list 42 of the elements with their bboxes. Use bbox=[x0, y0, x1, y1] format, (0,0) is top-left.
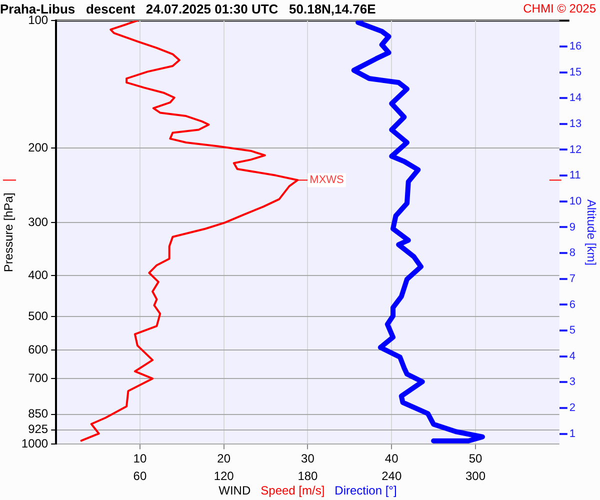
y2-tick-label: 4 bbox=[569, 350, 576, 362]
text: Direction [°] bbox=[334, 483, 397, 498]
x-tick-label: 30 bbox=[301, 452, 315, 466]
y2-tick-label: 5 bbox=[569, 324, 576, 337]
y2-tick-label: 15 bbox=[569, 66, 582, 78]
y-tick-label: 700 bbox=[28, 370, 48, 385]
y-tick-label: 850 bbox=[28, 406, 48, 421]
x2-tick-label: 120 bbox=[214, 469, 234, 484]
y2-tick-label: 14 bbox=[569, 92, 582, 104]
y2-tick-label: 11 bbox=[569, 170, 581, 182]
y-axis-title: Pressure [hPa] bbox=[2, 192, 16, 272]
x-tick-label: 10 bbox=[133, 452, 147, 466]
y2-tick-label: 2 bbox=[569, 402, 576, 414]
y2-tick-label: 9 bbox=[569, 221, 576, 234]
y2-tick-label: 13 bbox=[569, 118, 582, 130]
x-tick-label: 40 bbox=[384, 452, 399, 466]
x-tick-label: 20 bbox=[217, 452, 231, 466]
x2-tick-label: 300 bbox=[465, 469, 486, 484]
x2-tick-label: 180 bbox=[298, 469, 318, 484]
y2-tick-label: 6 bbox=[569, 298, 576, 311]
y2-tick-label: 7 bbox=[569, 272, 576, 285]
x-axis-title: WIND bbox=[218, 483, 251, 498]
y2-axis-title: Altitude [km] bbox=[584, 199, 598, 266]
y-tick-label: 300 bbox=[28, 215, 48, 230]
x2-tick-label: 60 bbox=[133, 469, 147, 484]
y2-tick-label: 1 bbox=[569, 428, 576, 440]
y2-tick-label: 16 bbox=[569, 40, 582, 52]
y-tick-label: 600 bbox=[28, 342, 48, 357]
y-tick-label: 925 bbox=[28, 422, 48, 436]
text: Speed [m/s] bbox=[260, 483, 325, 498]
annotation: MXWS bbox=[310, 174, 344, 186]
y2-tick-label: 10 bbox=[569, 195, 582, 208]
y2-tick-label: 8 bbox=[569, 247, 576, 260]
x-tick-label: 50 bbox=[468, 452, 482, 466]
x2-tick-label: 240 bbox=[382, 469, 402, 484]
y-tick-label: 500 bbox=[28, 308, 48, 323]
y2-tick-label: 12 bbox=[569, 144, 582, 156]
y-tick-label: 200 bbox=[28, 140, 48, 154]
text: CHMI © 2025 bbox=[523, 1, 596, 16]
y-tick-label: 400 bbox=[28, 268, 48, 282]
y-tick-label: 1000 bbox=[21, 436, 48, 451]
y2-tick-label: 3 bbox=[569, 376, 576, 388]
